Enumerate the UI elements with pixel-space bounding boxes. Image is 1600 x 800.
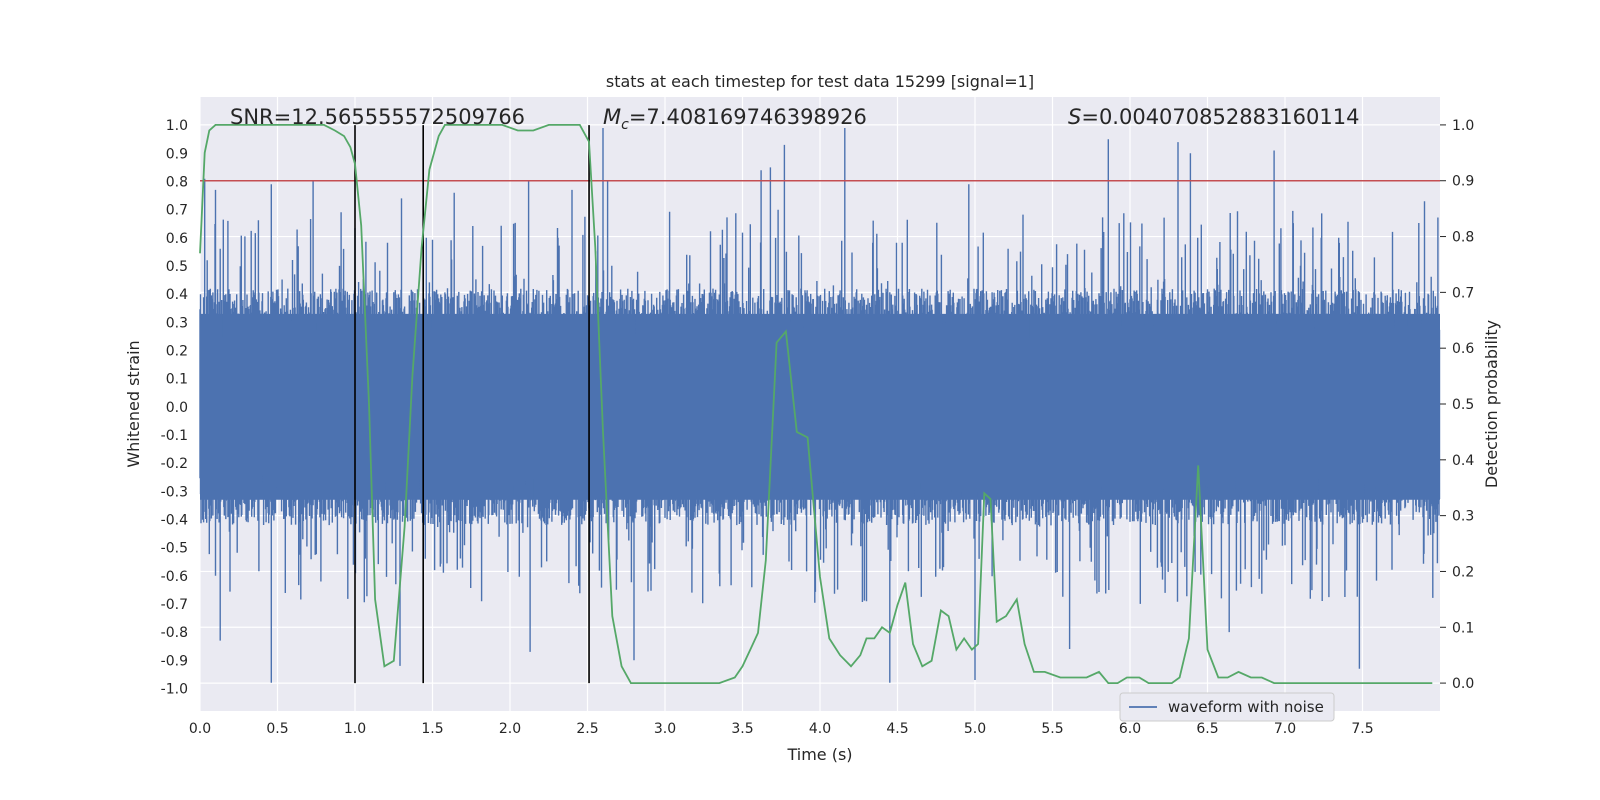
x-tick-label: 1.0 xyxy=(344,721,366,737)
right-y-tick-label: 0.5 xyxy=(1452,397,1474,413)
x-tick-label: 2.5 xyxy=(576,721,598,737)
x-tick-label: 6.5 xyxy=(1196,721,1218,737)
right-y-axis-label: Detection probability xyxy=(1482,320,1501,488)
vertical-marker-lines xyxy=(354,125,590,684)
left-y-tick-label: -0.4 xyxy=(161,512,188,528)
right-y-tick-label: 0.8 xyxy=(1452,230,1474,246)
right-y-tick-label: 0.6 xyxy=(1452,341,1474,357)
x-tick-label: 1.5 xyxy=(421,721,443,737)
left-y-tick-label: 0.2 xyxy=(166,343,188,359)
x-tick-label: 4.5 xyxy=(886,721,908,737)
x-tick-label: 5.5 xyxy=(1041,721,1063,737)
right-y-tick-label: 0.7 xyxy=(1452,285,1474,301)
right-y-tick-label: 0.0 xyxy=(1452,676,1474,692)
snr-annotation: SNR=12.565555572509766 xyxy=(230,105,525,129)
legend-box xyxy=(1119,692,1335,722)
left-y-tick-label: 0.6 xyxy=(166,231,188,247)
right-y-tick-label: 0.4 xyxy=(1452,453,1474,469)
right-y-tick-label: 0.1 xyxy=(1452,620,1474,636)
left-y-axis-label: Whitened strain xyxy=(124,340,143,467)
left-y-tick-label: 0.3 xyxy=(166,315,188,331)
left-y-tick-label: -0.9 xyxy=(161,653,188,669)
right-y-tick-label: 1.0 xyxy=(1452,118,1474,134)
s-statistic-annotation: S=0.004070852883160114 xyxy=(1068,105,1359,129)
x-axis-ticks: 0.0 0.5 1.0 1.5 2.0 2.5 3.0 3.5 4.0 4.5 5.0 5.5 6.0 6… xyxy=(189,721,1374,737)
x-tick-label: 0.0 xyxy=(189,721,211,737)
left-y-tick-label: 0.5 xyxy=(166,259,188,275)
left-y-tick-label: -0.7 xyxy=(161,597,188,613)
left-y-tick-label: 0.0 xyxy=(166,400,188,416)
left-y-tick-label: -0.8 xyxy=(161,625,188,641)
left-y-tick-label: 0.8 xyxy=(166,174,188,190)
x-tick-label: 0.5 xyxy=(266,721,288,737)
left-y-tick-label: 1.0 xyxy=(166,118,188,134)
left-y-tick-label: -1.0 xyxy=(161,681,188,697)
x-tick-label: 6.0 xyxy=(1119,721,1141,737)
left-y-tick-label: -0.1 xyxy=(161,428,188,444)
left-y-tick-label: -0.3 xyxy=(161,484,188,500)
right-y-tick-label: 0.9 xyxy=(1452,174,1474,190)
left-y-tick-label: -0.6 xyxy=(161,569,188,585)
chirp-mass-subscript: c xyxy=(621,117,629,133)
right-y-tick-label: 0.2 xyxy=(1452,564,1474,580)
chart-title: stats at each timestep for test data 152… xyxy=(606,72,1034,91)
legend: waveform with noise xyxy=(1119,692,1335,722)
legend-label-waveform: waveform with noise xyxy=(1168,698,1324,716)
right-y-tick-label: 0.3 xyxy=(1452,509,1474,525)
left-y-axis-ticks: 1.0 0.9 0.8 0.7 0.6 0.5 0.4 0.3 0.2 0.1 0.0 -0.1 -0.… xyxy=(161,118,188,697)
s-statistic-value: =0.004070852883160114 xyxy=(1081,105,1359,129)
left-y-tick-label: 0.4 xyxy=(166,287,188,303)
left-y-tick-label: 0.7 xyxy=(166,203,188,219)
detection-probability-line xyxy=(199,124,1433,684)
x-tick-label: 7.0 xyxy=(1274,721,1296,737)
x-tick-label: 5.0 xyxy=(964,721,986,737)
left-y-tick-label: -0.2 xyxy=(161,456,188,472)
left-y-tick-label: 0.9 xyxy=(166,146,188,162)
right-y-axis-ticks: 1.0 0.9 0.8 0.7 0.6 0.5 0.4 0.3 0.2 0.1 0.0 xyxy=(1440,118,1474,692)
left-y-tick-label: -0.5 xyxy=(161,541,188,557)
chirp-mass-annotation: Mc=7.408169746398926 xyxy=(603,105,867,133)
x-axis-label: Time (s) xyxy=(786,745,852,764)
chirp-mass-value: =7.408169746398926 xyxy=(629,105,867,129)
waveform-line xyxy=(199,128,1441,683)
s-statistic-symbol: S xyxy=(1068,105,1081,129)
x-tick-label: 2.0 xyxy=(499,721,521,737)
x-tick-label: 7.5 xyxy=(1351,721,1373,737)
x-tick-label: 3.0 xyxy=(654,721,676,737)
x-tick-label: 3.5 xyxy=(731,721,753,737)
waveform-series xyxy=(199,128,1441,683)
left-y-tick-label: 0.1 xyxy=(166,372,188,388)
chirp-mass-symbol: M xyxy=(603,105,621,129)
detection-probability-series xyxy=(199,124,1433,684)
x-tick-label: 4.0 xyxy=(809,721,831,737)
